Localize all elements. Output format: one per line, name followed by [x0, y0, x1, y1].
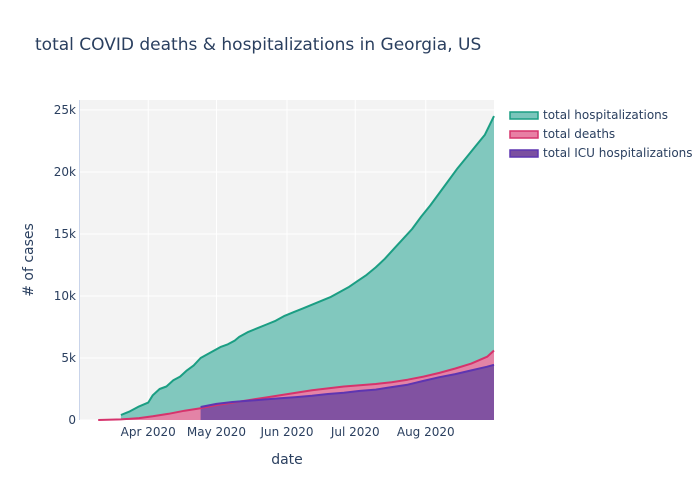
legend[interactable]: total hospitalizations total deaths total … [509, 108, 693, 160]
legend-item-2[interactable]: total deaths [509, 127, 615, 141]
y-tick-label: 25k [54, 103, 76, 117]
x-tick-label: Jul 2020 [330, 425, 380, 439]
legend-label: total deaths [543, 127, 615, 141]
y-tick-label: 15k [54, 227, 76, 241]
legend-swatch [509, 111, 539, 120]
x-tick-labels: Apr 2020 May 2020 Jun 2020 Jul 2020 Aug 2020 [121, 425, 455, 439]
y-tick-label: 0 [68, 413, 76, 427]
y-tick-label: 20k [54, 165, 76, 179]
legend-item-1[interactable]: total hospitalizations [509, 108, 668, 122]
legend-item-3[interactable]: total ICU hospitalizations [509, 146, 693, 160]
chart-title: total COVID deaths & hospitalizations in… [35, 35, 481, 55]
legend-label: total ICU hospitalizations [543, 146, 693, 160]
series-area-1 [120, 116, 495, 420]
series-line-1 [120, 115, 495, 416]
legend-label: total hospitalizations [543, 108, 668, 122]
x-tick-label: May 2020 [187, 425, 246, 439]
x-tick-label: Apr 2020 [121, 425, 176, 439]
legend-swatch [509, 149, 539, 158]
series-line-3 [200, 363, 495, 408]
y-tick-labels: 0 5k 10k 15k 20k 25k [54, 103, 76, 427]
series-line-2 [98, 349, 495, 421]
x-tick-label: Aug 2020 [397, 425, 455, 439]
legend-swatch [509, 130, 539, 139]
y-axis-title: # of cases [21, 223, 37, 297]
x-tick-label: Jun 2020 [259, 425, 313, 439]
y-tick-label: 5k [61, 351, 76, 365]
x-axis-title: date [271, 452, 303, 468]
y-tick-label: 10k [54, 289, 76, 303]
series-lines [98, 115, 495, 421]
